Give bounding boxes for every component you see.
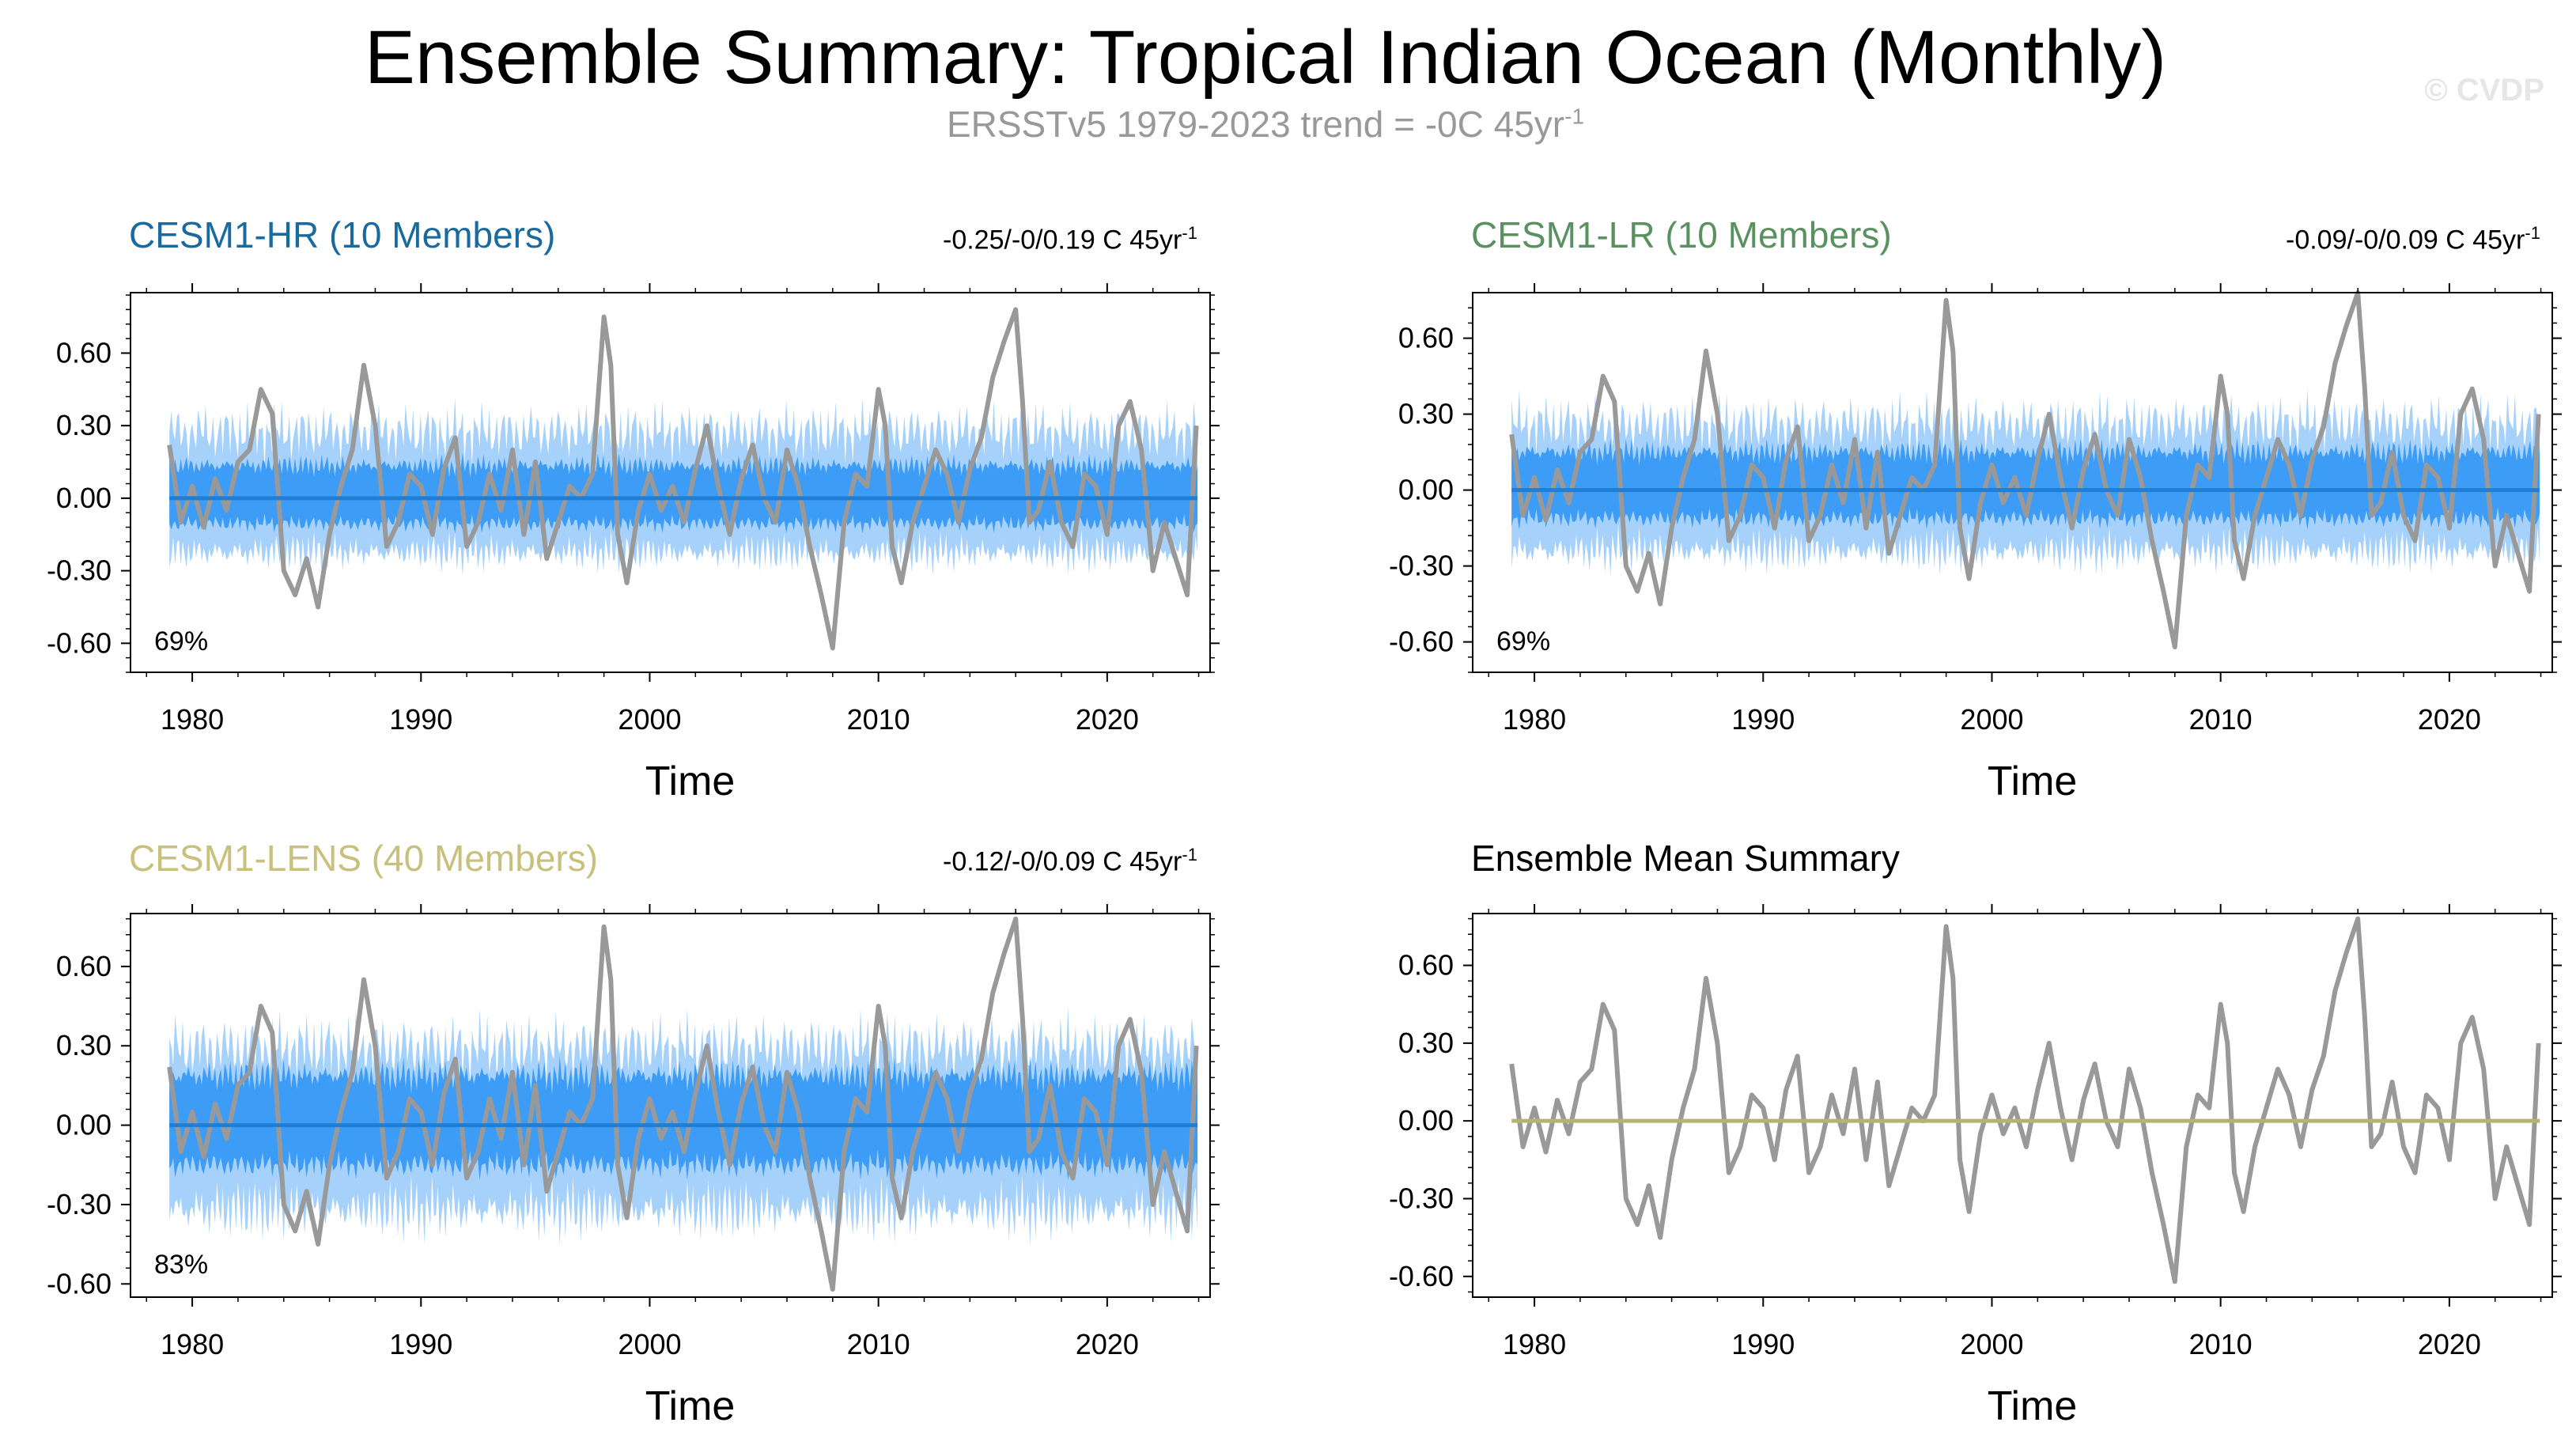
panel-trend-hr: -0.25/-0/0.19 C 45yr-1 bbox=[943, 223, 1197, 255]
trend-text-lr: -0.09/-0/0.09 C 45yr bbox=[2286, 225, 2525, 255]
x-tick-label-lr: 2010 bbox=[2189, 703, 2253, 736]
percent-label-hr: 69% bbox=[154, 626, 208, 656]
x-tick-label-lr: 1990 bbox=[1731, 703, 1795, 736]
panel-trend-lr: -0.09/-0/0.09 C 45yr-1 bbox=[2286, 223, 2540, 255]
percent-label-lr: 69% bbox=[1496, 626, 1550, 656]
subtitle-text: ERSSTv5 1979-2023 trend = -0C 45yr bbox=[946, 104, 1565, 145]
y-tick-label-lens: 0.30 bbox=[56, 1029, 112, 1061]
panel-title-lr: CESM1-LR (10 Members) bbox=[1471, 214, 1892, 255]
observed-line-lr bbox=[1509, 290, 2541, 649]
y-tick-label-lr: -0.30 bbox=[1389, 550, 1454, 582]
x-tick-label-lens: 2000 bbox=[618, 1328, 681, 1360]
x-tick-label-lens: 2010 bbox=[847, 1328, 910, 1360]
x-tick-label-mean: 2000 bbox=[1960, 1328, 2023, 1360]
y-tick-label-hr: -0.30 bbox=[47, 554, 112, 587]
panel-title-mean: Ensemble Mean Summary bbox=[1471, 838, 1900, 879]
y-tick-label-mean: 0.30 bbox=[1398, 1027, 1454, 1059]
y-tick-label-lens: -0.60 bbox=[47, 1267, 112, 1300]
y-tick-label-lr: 0.60 bbox=[1398, 322, 1454, 354]
panel-title-hr: CESM1-HR (10 Members) bbox=[129, 214, 556, 255]
y-tick-label-mean: 0.00 bbox=[1398, 1104, 1454, 1137]
x-tick-label-lens: 1990 bbox=[389, 1328, 452, 1360]
chart-panel-hr: 0.60 0.30 0.00 -0.30 -0.60 1980 1990 2000 2010 20… bbox=[47, 283, 1220, 804]
trend-exponent-hr: -1 bbox=[1182, 223, 1197, 243]
x-tick-label-hr: 2020 bbox=[1076, 703, 1139, 736]
y-tick-label-hr: 0.60 bbox=[56, 336, 112, 369]
plot-frame-lr bbox=[1472, 292, 2553, 673]
trend-exponent-lens: -1 bbox=[1182, 845, 1197, 864]
subtitle-exponent: -1 bbox=[1564, 104, 1585, 129]
x-axis-title-mean: Time bbox=[1988, 1383, 2078, 1429]
observed-line-hr bbox=[167, 307, 1199, 651]
x-tick-label-lr: 1980 bbox=[1503, 703, 1566, 736]
chart-panel-lens: 0.60 0.30 0.00 -0.30 -0.60 1980 1990 2000 2010 20… bbox=[47, 904, 1220, 1429]
page-subtitle: ERSSTv5 1979-2023 trend = -0C 45yr-1 bbox=[0, 103, 2531, 146]
x-tick-label-lr: 2020 bbox=[2418, 703, 2481, 736]
x-tick-label-lens: 2020 bbox=[1076, 1328, 1139, 1360]
plot-frame-mean bbox=[1472, 913, 2553, 1298]
y-tick-label-mean: 0.60 bbox=[1398, 949, 1454, 982]
chart-panel-lr: 0.60 0.30 0.00 -0.30 -0.60 1980 1990 2000 2010 20… bbox=[1389, 283, 2562, 804]
y-tick-label-hr: -0.60 bbox=[47, 626, 112, 659]
y-tick-label-mean: -0.60 bbox=[1389, 1260, 1454, 1292]
x-tick-label-mean: 1980 bbox=[1503, 1328, 1566, 1360]
x-tick-label-hr: 1990 bbox=[389, 703, 452, 736]
plot-frame-lens bbox=[130, 913, 1211, 1298]
y-tick-label-lr: -0.60 bbox=[1389, 626, 1454, 658]
y-tick-label-hr: 0.00 bbox=[56, 482, 112, 514]
y-tick-label-lens: 0.00 bbox=[56, 1109, 112, 1141]
x-axis-title-hr: Time bbox=[645, 759, 736, 804]
trend-exponent-lr: -1 bbox=[2525, 223, 2540, 243]
y-tick-label-lr: 0.30 bbox=[1398, 398, 1454, 430]
x-tick-label-lr: 2000 bbox=[1960, 703, 2023, 736]
observed-line-mean bbox=[1509, 916, 2541, 1284]
x-axis-title-lens: Time bbox=[645, 1383, 736, 1429]
x-tick-label-mean: 1990 bbox=[1731, 1328, 1795, 1360]
panel-title-lens: CESM1-LENS (40 Members) bbox=[129, 838, 599, 879]
y-tick-label-lens: -0.30 bbox=[47, 1188, 112, 1220]
page-title: Ensemble Summary: Tropical Indian Ocean … bbox=[364, 15, 2167, 100]
trend-text-lens: -0.12/-0/0.09 C 45yr bbox=[943, 846, 1182, 877]
watermark-label: © CVDP bbox=[2424, 73, 2544, 108]
y-tick-label-mean: -0.30 bbox=[1389, 1182, 1454, 1214]
x-tick-label-hr: 2010 bbox=[847, 703, 910, 736]
observed-line-lens bbox=[167, 916, 1199, 1292]
y-tick-label-lr: 0.00 bbox=[1398, 474, 1454, 506]
trend-text-hr: -0.25/-0/0.19 C 45yr bbox=[943, 225, 1182, 255]
percent-label-lens: 83% bbox=[154, 1250, 208, 1280]
chart-panel-mean: 0.60 0.30 0.00 -0.30 -0.60 1980 1990 2000 2010 20… bbox=[1389, 904, 2562, 1429]
plot-frame-hr bbox=[130, 292, 1211, 673]
x-axis-title-lr: Time bbox=[1988, 759, 2078, 804]
panel-trend-lens: -0.12/-0/0.09 C 45yr-1 bbox=[943, 845, 1197, 877]
x-tick-label-mean: 2020 bbox=[2418, 1328, 2481, 1360]
x-tick-label-hr: 2000 bbox=[618, 703, 681, 736]
y-tick-label-hr: 0.30 bbox=[56, 409, 112, 441]
x-tick-label-lens: 1980 bbox=[161, 1328, 224, 1360]
x-tick-label-hr: 1980 bbox=[161, 703, 224, 736]
y-tick-label-lens: 0.60 bbox=[56, 950, 112, 982]
x-tick-label-mean: 2010 bbox=[2189, 1328, 2253, 1360]
